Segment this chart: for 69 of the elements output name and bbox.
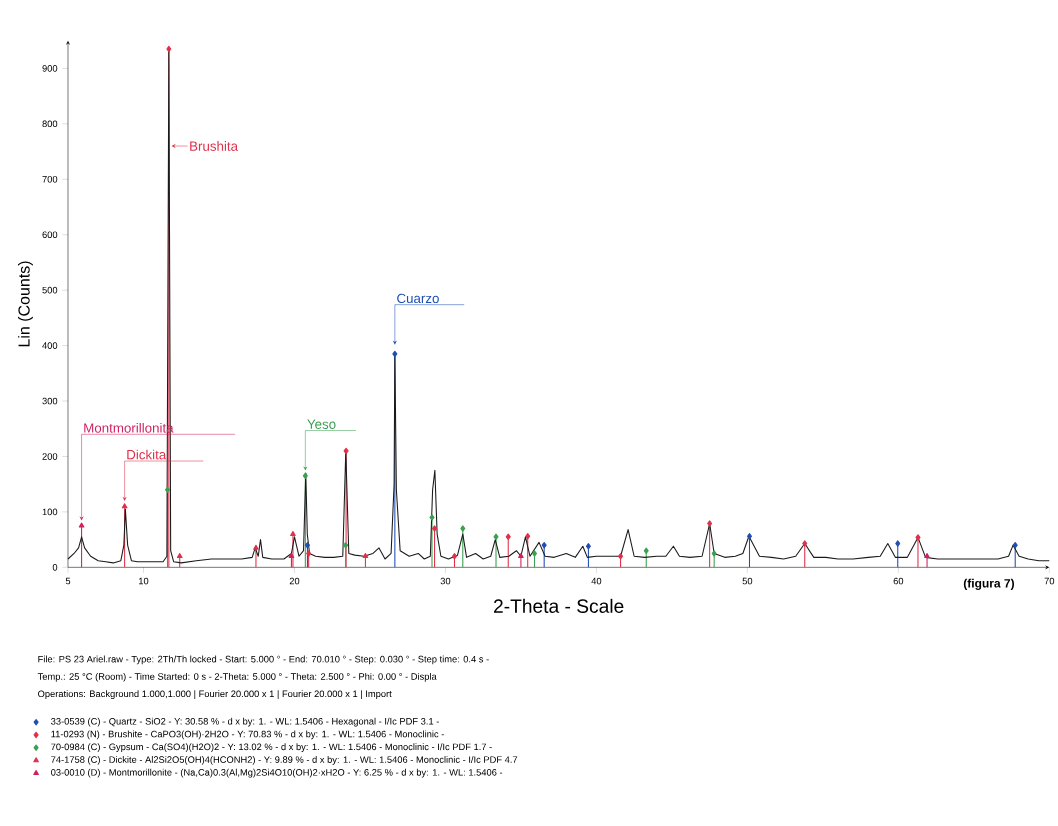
point (711, 550, 717, 557)
legend-label: 11-0293 (N) - Brushite - CaPO3(OH)·2H2O - Y: 70.83 % - d x by: 1. - WL: 1.5406 - Monoclinic - (51, 730, 444, 740)
point (915, 534, 921, 541)
y-tick-label: 200 (42, 453, 58, 460)
point (253, 544, 259, 550)
y-axis-title: Lin (Counts) (17, 261, 33, 347)
annotation: Cuarzo (397, 293, 439, 304)
point (525, 533, 531, 540)
point (166, 45, 172, 53)
text: Operations: Background 1.000,1.000 | Fourier 20.000 x 1 | Fourier 20.000 x 1 | Import (38, 690, 392, 700)
point (531, 550, 538, 557)
point (302, 472, 308, 480)
point (802, 540, 808, 547)
x-tick-label: 20 (289, 577, 300, 585)
legend-label: 03-0010 (D) - Montmorillonite - (Na,Ca)0.3(Al,Mg)2Si4O10(OH)2·xH2O - Y: 6.25 % - d x by: 1. - WL: 1.5406 - (51, 768, 503, 778)
y-tick-label: 400 (42, 342, 58, 349)
point (746, 533, 753, 540)
point (343, 447, 349, 455)
annotation: Brushita (190, 141, 239, 151)
legend-label: 70-0984 (C) - Gypsum - Ca(SO4)(H2O)2 - Y: 13.02 % - d x by: 1. - WL: 1.5406 - Monoclinic - I/Ic PDF 1.7 - (51, 743, 492, 752)
point (505, 533, 511, 541)
point (618, 553, 624, 560)
legend-label: 33-0539 (C) - Quartz - SiO2 - Y: 30.58 % - d x by: 1. - WL: 1.5406 - Hexagonal - I/Ic PDF 3.1 - (51, 717, 439, 727)
point (460, 525, 466, 532)
point (362, 553, 369, 559)
x-tick-label: 60 (893, 577, 904, 585)
point (518, 553, 524, 559)
point (176, 553, 183, 559)
x-tick-label: 5 (65, 577, 71, 585)
x-axis-title: 2-Theta - Scale (494, 598, 624, 613)
y-tick-label: 300 (42, 397, 58, 405)
text: Temp.: 25 °C (Room) - Time Started: 0 s - 2-Theta: 5.000 ° - Theta: 2.500 ° - Phi: 0.00 ° - Displa (37, 672, 437, 682)
y-tick-label: 500 (42, 286, 58, 294)
x-tick-label: 40 (591, 577, 602, 585)
y-tick-label: 600 (42, 231, 58, 238)
x-tick-label: 10 (139, 577, 149, 585)
point (290, 530, 296, 536)
y-tick-label: 800 (42, 120, 58, 128)
point (304, 541, 310, 549)
y-tick-label: 700 (42, 175, 58, 183)
point (451, 553, 458, 560)
text: File: PS 23 Ariel.raw - Type: 2Th/Th locked - Start: 5.000 ° - End: 70.010 ° - Step: 0.030 ° - Step time: 0.4 s - (38, 655, 489, 665)
point (585, 543, 591, 550)
point (707, 520, 713, 527)
y-tick-label: 0 (52, 564, 58, 571)
point (541, 541, 547, 549)
point (164, 486, 171, 493)
point (306, 550, 312, 557)
point (78, 522, 85, 528)
point (343, 541, 349, 549)
legend-label: 74-1758 (C) - Dickite - Al2Si2O5(OH)4(HCONH2) - Y: 9.89 % - d x by: 1. - WL: 1.5406 - Monoclinic - I/Ic PDF 4.7 (51, 756, 518, 765)
point (121, 503, 128, 509)
point (288, 553, 295, 559)
y-tick-label: 900 (42, 65, 58, 72)
point (432, 525, 438, 532)
annotation: Dickita (127, 449, 167, 460)
x-tick-label: 50 (742, 577, 753, 585)
point (429, 514, 435, 521)
point (392, 350, 398, 358)
point (924, 553, 930, 559)
y-tick-label: 100 (42, 508, 58, 516)
x-tick-label: 30 (440, 577, 451, 585)
point (493, 533, 499, 541)
text: (figura 7) (963, 578, 1015, 590)
x-tick-label: 70 (1044, 577, 1055, 585)
annotation: Yeso (307, 419, 336, 429)
point (1012, 541, 1018, 549)
point (643, 547, 649, 554)
point (895, 540, 901, 547)
